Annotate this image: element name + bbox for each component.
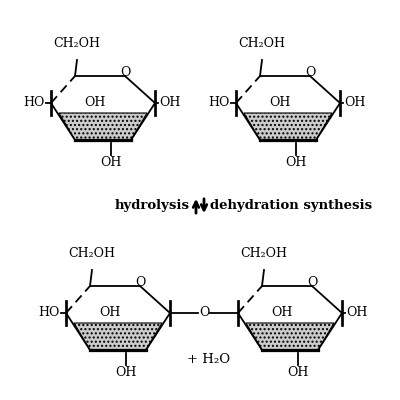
Text: HO: HO (39, 306, 60, 320)
Polygon shape (59, 113, 147, 140)
Text: CH₂OH: CH₂OH (238, 37, 286, 50)
Text: OH: OH (287, 366, 309, 379)
Text: HO: HO (209, 96, 230, 110)
Text: CH₂OH: CH₂OH (68, 247, 116, 260)
Polygon shape (246, 323, 334, 350)
Text: OH: OH (100, 156, 122, 169)
Polygon shape (244, 113, 332, 140)
Text: OH: OH (159, 96, 180, 110)
Text: + H₂O: + H₂O (188, 353, 230, 366)
Text: OH: OH (346, 306, 367, 320)
Text: OH: OH (344, 96, 365, 110)
Text: OH: OH (269, 96, 291, 110)
Text: O: O (120, 66, 130, 80)
Text: CH₂OH: CH₂OH (240, 247, 288, 260)
Text: O: O (199, 306, 209, 320)
Text: OH: OH (285, 156, 307, 169)
Text: CH₂OH: CH₂OH (54, 37, 100, 50)
Text: O: O (307, 276, 317, 290)
Polygon shape (74, 323, 162, 350)
Text: OH: OH (84, 96, 106, 110)
Text: OH: OH (115, 366, 137, 379)
Text: O: O (135, 276, 145, 290)
Text: dehydration synthesis: dehydration synthesis (210, 199, 372, 212)
Text: O: O (305, 66, 315, 80)
Text: OH: OH (271, 306, 293, 320)
Text: hydrolysis: hydrolysis (115, 199, 190, 212)
Text: OH: OH (99, 306, 121, 320)
Text: HO: HO (24, 96, 45, 110)
